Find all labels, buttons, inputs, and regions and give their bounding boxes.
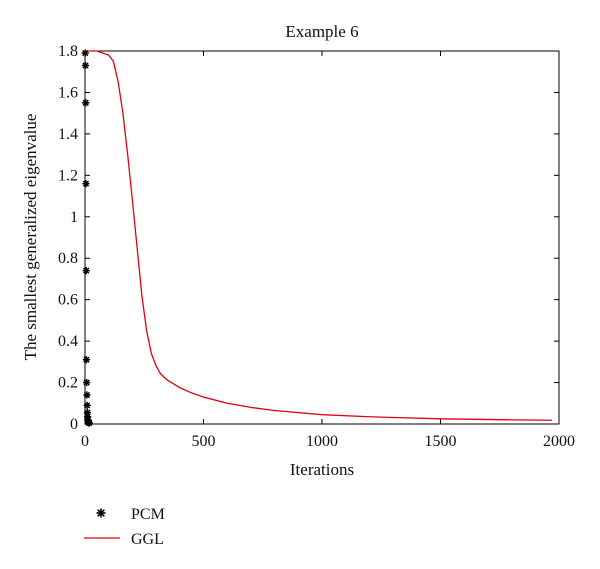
y-tick-label: 1.2 [58, 167, 78, 184]
y-tick-label: 1.6 [58, 84, 78, 101]
pcm-point [82, 356, 91, 364]
pcm-point [81, 61, 90, 70]
x-tick-label: 1500 [425, 433, 457, 450]
series-line-ggl [85, 50, 552, 421]
x-axis-label: Iterations [290, 460, 354, 479]
pcm-point [81, 49, 89, 57]
series-layer [81, 49, 552, 427]
x-tick-label: 1000 [306, 433, 338, 450]
legend-label-ggl: GGL [131, 531, 164, 548]
pcm-point [82, 180, 90, 188]
y-tick-label: 1 [70, 209, 78, 226]
y-tick-label: 0.6 [58, 292, 78, 309]
legend-label-pcm: PCM [131, 506, 165, 523]
chart-title: Example 6 [285, 22, 358, 41]
pcm-point [83, 401, 91, 409]
y-tick-label: 0.8 [58, 250, 78, 267]
y-tick-label: 1.8 [58, 43, 78, 60]
y-axis-label: The smallest generalized eigenvalue [21, 114, 40, 361]
legend-marker-pcm [96, 508, 106, 518]
x-axis-ticks: 0 500 1000 1500 2000 [81, 51, 575, 450]
plot-frame [84, 50, 560, 425]
y-axis-ticks: 0 0.2 0.4 0.6 0.8 1 1.2 1.4 1.6 1.8 [58, 43, 559, 433]
pcm-point [82, 267, 90, 275]
pcm-point [83, 391, 91, 399]
y-tick-label: 0.2 [58, 375, 78, 392]
y-tick-label: 0 [70, 416, 78, 433]
y-tick-label: 1.4 [58, 126, 78, 143]
x-tick-label: 0 [81, 433, 89, 450]
x-tick-label: 2000 [543, 433, 575, 450]
pcm-point [85, 419, 93, 427]
pcm-point [83, 378, 91, 387]
pcm-point [82, 99, 90, 107]
x-tick-label: 500 [192, 433, 216, 450]
legend: PCM GGL [84, 506, 165, 548]
y-tick-label: 0.4 [58, 333, 78, 350]
